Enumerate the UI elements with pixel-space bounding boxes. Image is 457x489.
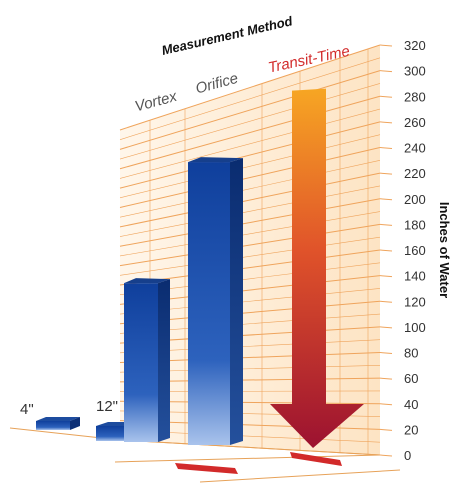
y-tick [379, 249, 393, 252]
y-tick [379, 428, 393, 431]
y-tick [379, 147, 393, 149]
bar-vortex [124, 283, 158, 442]
category-marks [175, 452, 342, 474]
y-tick [379, 95, 393, 98]
gridline [119, 108, 381, 179]
y-tick-label: 60 [404, 371, 418, 386]
y-tick-label: 220 [404, 166, 426, 181]
gridline [119, 185, 381, 237]
y-axis-label: Inches of Water [437, 202, 452, 298]
y-axis-ticks: 0 20 40 60 80 100 120 140 160 180 200 220 240 260 280 3… [379, 38, 426, 463]
chart-title: Measurement Method [160, 13, 295, 58]
y-tick [379, 275, 393, 278]
bars [124, 88, 364, 448]
y-tick-label: 240 [404, 141, 426, 156]
y-tick-label: 80 [404, 346, 418, 361]
floor [9, 427, 401, 483]
gridline [119, 44, 381, 131]
gridline [119, 70, 381, 150]
gridline [119, 223, 381, 267]
y-tick-label: 180 [404, 217, 426, 232]
y-tick [379, 377, 393, 380]
y-tick-label: 200 [404, 192, 426, 207]
y-tick-label: 160 [404, 243, 426, 258]
gridline [119, 83, 381, 160]
y-tick-label: 100 [404, 320, 426, 335]
y-tick-label: 260 [404, 115, 426, 130]
bar-top-vortex [124, 278, 170, 284]
category-label-vortex: Vortex [133, 88, 179, 116]
row-label-12in: 12" [96, 398, 118, 415]
small-bar-side-0 [70, 417, 80, 430]
y-tick-label: 0 [404, 448, 411, 463]
y-tick [379, 70, 393, 73]
y-tick-label: 140 [404, 269, 426, 284]
small-bar-0 [36, 421, 70, 430]
category-mark-red-1 [175, 463, 238, 474]
row-label-4in: 4" [20, 401, 34, 418]
y-tick [379, 352, 393, 354]
gridline [119, 160, 381, 218]
small-bar-top-0 [36, 417, 80, 421]
y-tick [379, 223, 393, 226]
category-mark-red-2 [290, 452, 342, 466]
gridline [119, 172, 381, 228]
y-tick [379, 300, 393, 303]
gridline [119, 211, 381, 257]
gridline [119, 198, 381, 247]
y-tick [379, 454, 393, 457]
gridline [119, 147, 381, 208]
y-tick-label: 280 [404, 89, 426, 104]
bar-transit-time-arrow [270, 88, 364, 448]
y-tick [379, 403, 393, 406]
gridline [119, 236, 381, 276]
y-tick-label: 120 [404, 294, 426, 309]
gridline [119, 95, 381, 170]
y-tick-label: 320 [404, 38, 426, 53]
gridline [119, 121, 381, 189]
y-tick [379, 121, 393, 124]
y-tick [379, 44, 393, 47]
bar-top-orifice [188, 157, 243, 163]
gridline [119, 134, 381, 199]
y-tick-label: 20 [404, 422, 418, 437]
gridline [119, 57, 381, 140]
bar-side-vortex [158, 279, 170, 442]
y-tick-label: 40 [404, 397, 418, 412]
y-tick [379, 326, 393, 329]
y-tick-label: 300 [404, 64, 426, 79]
y-tick [379, 198, 393, 201]
bar-side-orifice [230, 158, 243, 445]
y-tick [379, 172, 393, 175]
bar-orifice [188, 162, 230, 445]
